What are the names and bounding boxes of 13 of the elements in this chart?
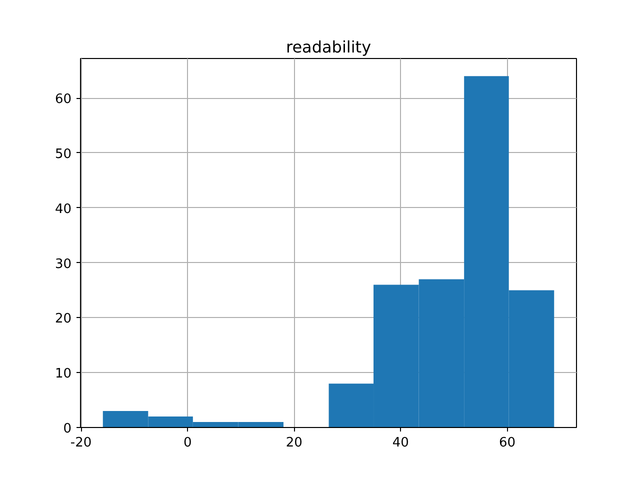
y-tick-label: 50: [54, 146, 72, 162]
x-tick-label: 60: [498, 436, 516, 450]
y-tick-label: 20: [54, 312, 72, 327]
y-tick-label: 60: [54, 92, 72, 108]
y-tick-label: 40: [54, 202, 72, 217]
x-tick-label: -20: [70, 436, 92, 450]
x-tick-label: 40: [392, 436, 409, 450]
y-tick-label: 10: [54, 366, 72, 382]
y-tick-label: 0: [63, 422, 72, 436]
y-tick-label: 30: [54, 256, 72, 272]
x-tick-label: 20: [286, 436, 302, 450]
x-tick-label: 0: [183, 436, 192, 450]
chart-title: readability: [286, 38, 372, 56]
